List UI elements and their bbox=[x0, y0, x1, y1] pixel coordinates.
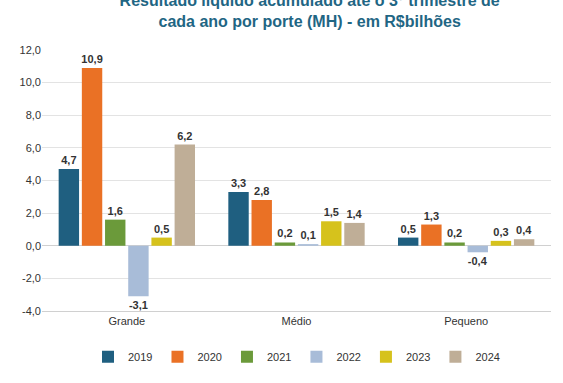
svg-text:2020: 2020 bbox=[197, 351, 221, 363]
svg-text:10,0: 10,0 bbox=[20, 76, 41, 88]
svg-text:10,9: 10,9 bbox=[81, 53, 102, 65]
svg-text:Resultado líquido acumulado at: Resultado líquido acumulado até o 3º tri… bbox=[120, 0, 500, 30]
svg-text:2022: 2022 bbox=[336, 351, 360, 363]
svg-text:0,1: 0,1 bbox=[300, 229, 315, 241]
svg-text:2023: 2023 bbox=[406, 351, 430, 363]
svg-text:2,0: 2,0 bbox=[26, 207, 41, 219]
svg-text:0,2: 0,2 bbox=[277, 227, 292, 239]
svg-text:0,3: 0,3 bbox=[493, 226, 508, 238]
svg-text:1,5: 1,5 bbox=[324, 206, 339, 218]
svg-text:1,3: 1,3 bbox=[424, 210, 439, 222]
svg-text:0,2: 0,2 bbox=[447, 227, 462, 239]
svg-text:2021: 2021 bbox=[267, 351, 291, 363]
svg-text:6,0: 6,0 bbox=[26, 142, 41, 154]
svg-text:0,0: 0,0 bbox=[26, 240, 41, 252]
svg-text:6,2: 6,2 bbox=[177, 130, 192, 142]
svg-text:1,4: 1,4 bbox=[346, 208, 362, 220]
svg-text:2024: 2024 bbox=[475, 351, 499, 363]
svg-text:-3,1: -3,1 bbox=[129, 299, 148, 311]
svg-text:12,0: 12,0 bbox=[20, 44, 41, 56]
svg-text:-0,4: -0,4 bbox=[468, 255, 488, 267]
svg-text:8,0: 8,0 bbox=[26, 109, 41, 121]
svg-text:4,7: 4,7 bbox=[61, 154, 76, 166]
svg-text:0,5: 0,5 bbox=[401, 223, 416, 235]
svg-text:0,5: 0,5 bbox=[154, 223, 169, 235]
svg-text:Grande: Grande bbox=[108, 315, 145, 327]
svg-text:3,3: 3,3 bbox=[231, 177, 246, 189]
svg-text:0,4: 0,4 bbox=[516, 224, 532, 236]
svg-text:-2,0: -2,0 bbox=[22, 272, 41, 284]
svg-text:1,6: 1,6 bbox=[108, 205, 123, 217]
svg-text:2,8: 2,8 bbox=[254, 185, 269, 197]
svg-text:-4,0: -4,0 bbox=[22, 305, 41, 317]
svg-text:Médio: Médio bbox=[282, 315, 312, 327]
svg-text:2019: 2019 bbox=[128, 351, 152, 363]
svg-text:4,0: 4,0 bbox=[26, 174, 41, 186]
svg-text:Pequeno: Pequeno bbox=[444, 315, 488, 327]
